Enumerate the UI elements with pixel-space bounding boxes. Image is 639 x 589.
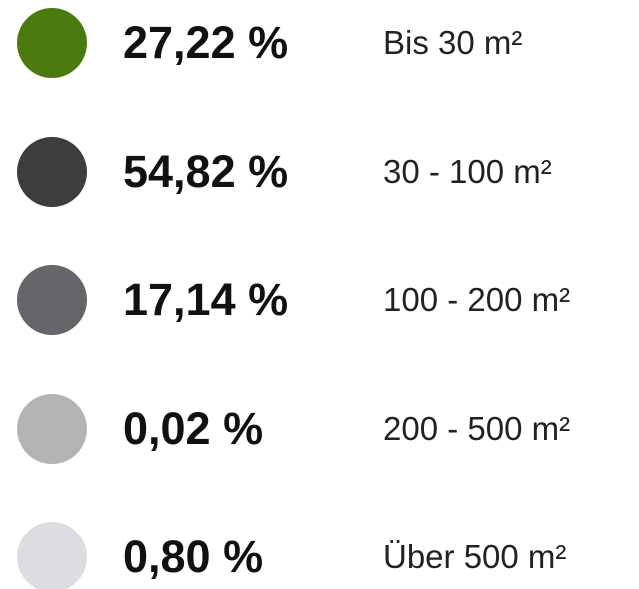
size-label: 100 - 200 m² (383, 281, 571, 319)
size-label: Bis 30 m² (383, 24, 523, 61)
color-swatch (17, 393, 87, 464)
size-label: 200 - 500 m² (383, 409, 571, 447)
legend-item: 27,22 % Bis 30 m² (0, 3, 639, 83)
share-value: 17,14 % (123, 274, 289, 326)
color-swatch (17, 522, 87, 589)
share-value: 0,02 % (123, 402, 264, 454)
share-value: 54,82 % (123, 145, 289, 197)
color-swatch (17, 136, 87, 207)
legend-item: 54,82 % 30 - 100 m² (0, 132, 639, 212)
color-swatch (17, 265, 87, 336)
legend-item: 0,80 % Über 500 m² (0, 517, 639, 589)
size-label: Über 500 m² (383, 538, 567, 576)
legend-item: 17,14 % 100 - 200 m² (0, 260, 639, 340)
color-swatch (17, 8, 87, 78)
legend-item: 0,02 % 200 - 500 m² (0, 389, 639, 469)
share-value: 27,22 % (123, 17, 289, 68)
share-value: 0,80 % (123, 531, 264, 583)
size-label: 30 - 100 m² (383, 152, 552, 190)
